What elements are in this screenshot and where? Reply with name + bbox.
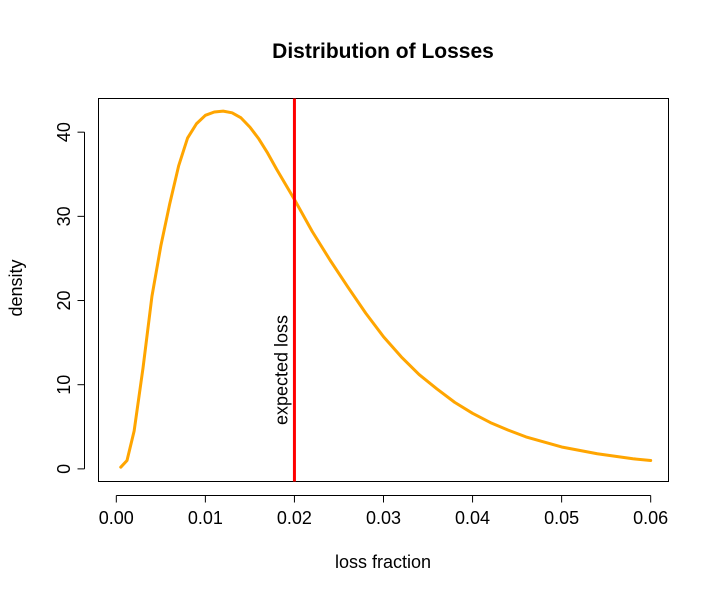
y-tick-label: 30 bbox=[54, 206, 74, 226]
density-curve bbox=[119, 109, 653, 469]
x-tick-label: 0.01 bbox=[188, 508, 223, 528]
y-tick-label: 20 bbox=[54, 291, 74, 311]
expected-loss-layer: expected loss bbox=[271, 98, 296, 482]
y-axis-label: density bbox=[6, 259, 26, 316]
x-tick-label: 0.05 bbox=[544, 508, 579, 528]
x-tick-label: 0.03 bbox=[366, 508, 401, 528]
x-tick-label: 0.04 bbox=[455, 508, 490, 528]
x-tick-label: 0.00 bbox=[99, 508, 134, 528]
x-axis: 0.00 0.01 0.02 0.03 0.04 0.05 0.06 bbox=[99, 495, 668, 528]
x-axis-label: loss fraction bbox=[335, 552, 431, 572]
y-tick-label: 40 bbox=[54, 122, 74, 142]
chart-title: Distribution of Losses bbox=[272, 40, 494, 63]
plot-frame bbox=[98, 98, 669, 482]
y-axis: 0 10 20 30 40 bbox=[54, 122, 85, 474]
x-tick-label: 0.02 bbox=[277, 508, 312, 528]
x-tick-label: 0.06 bbox=[633, 508, 668, 528]
y-tick-label: 10 bbox=[54, 375, 74, 395]
series-layer bbox=[119, 109, 653, 469]
y-tick-label: 0 bbox=[54, 464, 74, 474]
expected-loss-label: expected loss bbox=[271, 315, 291, 425]
